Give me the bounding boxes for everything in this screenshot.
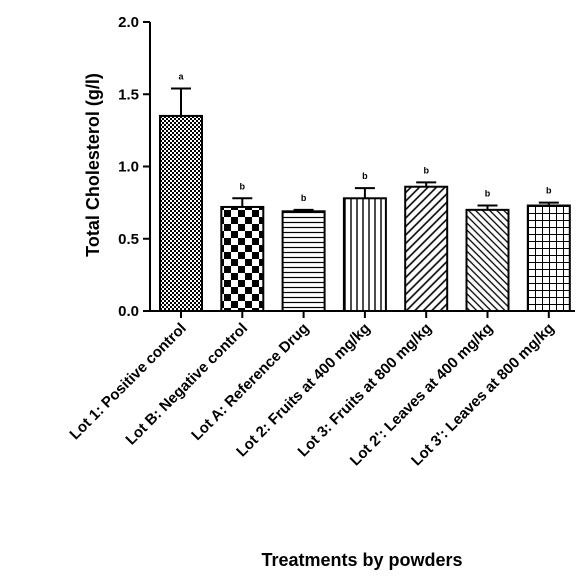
x-axis-title: Treatments by powders	[261, 550, 462, 570]
significance-label: b	[485, 189, 491, 199]
significance-label: b	[546, 186, 552, 196]
y-tick-label: 2.0	[118, 14, 139, 31]
significance-label: b	[301, 193, 307, 203]
bar	[526, 204, 571, 312]
significance-label: b	[240, 181, 246, 191]
category-label: Lot A: Reference Drug	[188, 320, 312, 444]
bar	[465, 208, 510, 313]
y-tick-label: 0.0	[118, 303, 139, 320]
significance-label: a	[178, 71, 184, 81]
category-label: Lot B: Negative control	[122, 320, 251, 449]
y-tick-label: 0.5	[118, 231, 139, 248]
y-axis-title: Total Cholesterol (g/l)	[83, 73, 103, 257]
category-label: Lot 1: Positive control	[66, 320, 189, 443]
y-tick-label: 1.0	[118, 159, 139, 176]
y-tick-label: 1.5	[118, 86, 139, 103]
bar	[281, 210, 326, 312]
bar	[220, 205, 265, 313]
bar	[404, 185, 449, 312]
bar	[159, 114, 203, 312]
significance-label: b	[423, 165, 429, 175]
significance-label: b	[362, 171, 368, 181]
bar	[342, 197, 387, 312]
